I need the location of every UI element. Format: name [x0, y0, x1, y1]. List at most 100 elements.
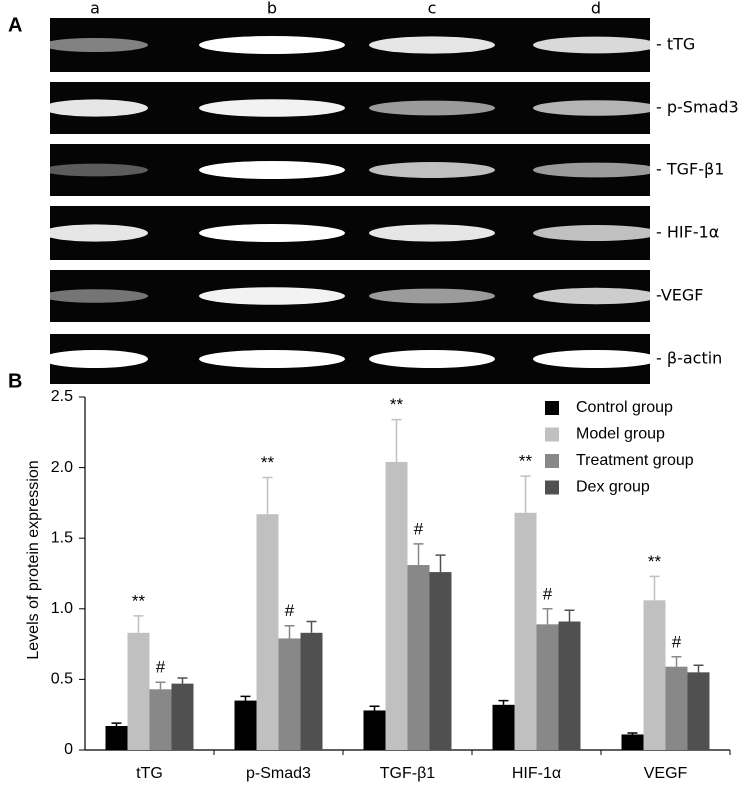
band: [42, 99, 148, 117]
panel-label: B: [8, 370, 22, 392]
significance-label: #: [672, 632, 682, 651]
x-tick-label: p-Smad3: [246, 765, 311, 782]
y-tick-label: 0.5: [51, 671, 73, 688]
band: [42, 224, 148, 242]
legend-label: Treatment group: [576, 452, 694, 469]
error-bar: [671, 656, 682, 667]
band-label: - β-actin: [656, 349, 722, 368]
error-bar: [111, 722, 122, 726]
error-bar: [177, 677, 188, 684]
bar: [536, 624, 559, 750]
bar: [300, 632, 323, 750]
bar: [558, 621, 581, 750]
band: [533, 225, 659, 241]
lane-label: d: [591, 0, 601, 18]
band: [199, 161, 345, 179]
band: [533, 36, 659, 54]
band: [199, 224, 345, 242]
band: [42, 350, 148, 368]
band-label: -VEGF: [656, 286, 704, 305]
error-bar: [413, 543, 424, 566]
x-tick-label: HIF-1α: [512, 765, 561, 782]
band: [369, 100, 495, 116]
bar: [256, 514, 279, 750]
y-axis-label: Levels of protein expression: [25, 460, 42, 659]
significance-label: #: [414, 519, 424, 538]
error-bar: [284, 624, 295, 639]
band: [533, 100, 659, 116]
significance-label: **: [132, 591, 146, 610]
error-bar: [627, 732, 638, 735]
bar: [621, 734, 644, 750]
bar: [687, 672, 710, 750]
significance-label: #: [156, 658, 166, 677]
band: [533, 350, 659, 368]
bar: [278, 638, 301, 750]
error-bar: [542, 608, 553, 625]
legend-swatch: [545, 427, 559, 442]
band: [369, 224, 495, 242]
legend-label: Control group: [576, 399, 673, 416]
lane-label: c: [428, 0, 437, 18]
legend-swatch: [545, 401, 559, 415]
y-tick-label: 1.0: [51, 600, 73, 617]
bar: [407, 565, 430, 750]
band: [42, 38, 148, 52]
significance-label: **: [261, 453, 275, 472]
bar: [643, 600, 666, 750]
panel-label: A: [8, 14, 22, 36]
y-tick-label: 2.0: [51, 459, 73, 476]
error-bar: [435, 554, 446, 573]
band: [533, 287, 659, 305]
band: [199, 287, 345, 305]
error-bar: [240, 695, 251, 701]
band: [369, 350, 495, 368]
x-tick-label: TGF-β1: [380, 765, 436, 782]
band: [42, 163, 148, 177]
lane-label: a: [90, 0, 100, 18]
significance-label: **: [519, 452, 533, 471]
error-bar: [649, 575, 660, 601]
bar: [665, 666, 688, 750]
legend-swatch: [545, 454, 559, 468]
bar: [149, 689, 172, 750]
y-tick-label: 2.5: [51, 388, 73, 405]
band: [369, 162, 495, 178]
error-bar: [155, 681, 166, 690]
error-bar: [498, 699, 509, 705]
bar: [105, 725, 128, 750]
bar: [171, 683, 194, 750]
band: [369, 288, 495, 304]
error-bar: [564, 609, 575, 622]
error-bar: [520, 475, 531, 513]
lane-label: b: [267, 0, 277, 18]
bar: [363, 710, 386, 750]
legend-swatch: [545, 480, 559, 495]
significance-label: #: [543, 584, 553, 603]
significance-label: **: [390, 395, 404, 414]
band: [369, 36, 495, 54]
bar: [385, 461, 408, 750]
y-tick-label: 1.5: [51, 529, 73, 546]
band: [533, 162, 659, 178]
band: [199, 36, 345, 54]
band-label: - p-Smad3: [656, 98, 739, 117]
legend-label: Model group: [576, 426, 665, 443]
band-label: - HIF-1α: [656, 223, 719, 242]
bar: [492, 704, 515, 750]
legend-label: Dex group: [576, 479, 650, 496]
band: [199, 99, 345, 117]
significance-label: **: [648, 552, 662, 571]
bar: [234, 700, 257, 750]
error-bar: [133, 615, 144, 633]
band: [199, 350, 345, 368]
significance-label: #: [285, 601, 295, 620]
error-bar: [262, 476, 273, 515]
bar: [127, 632, 150, 750]
x-tick-label: tTG: [136, 765, 163, 782]
error-bar: [306, 620, 317, 633]
band-label: - TGF-β1: [656, 160, 724, 179]
bar: [514, 512, 537, 750]
error-bar: [369, 705, 380, 711]
